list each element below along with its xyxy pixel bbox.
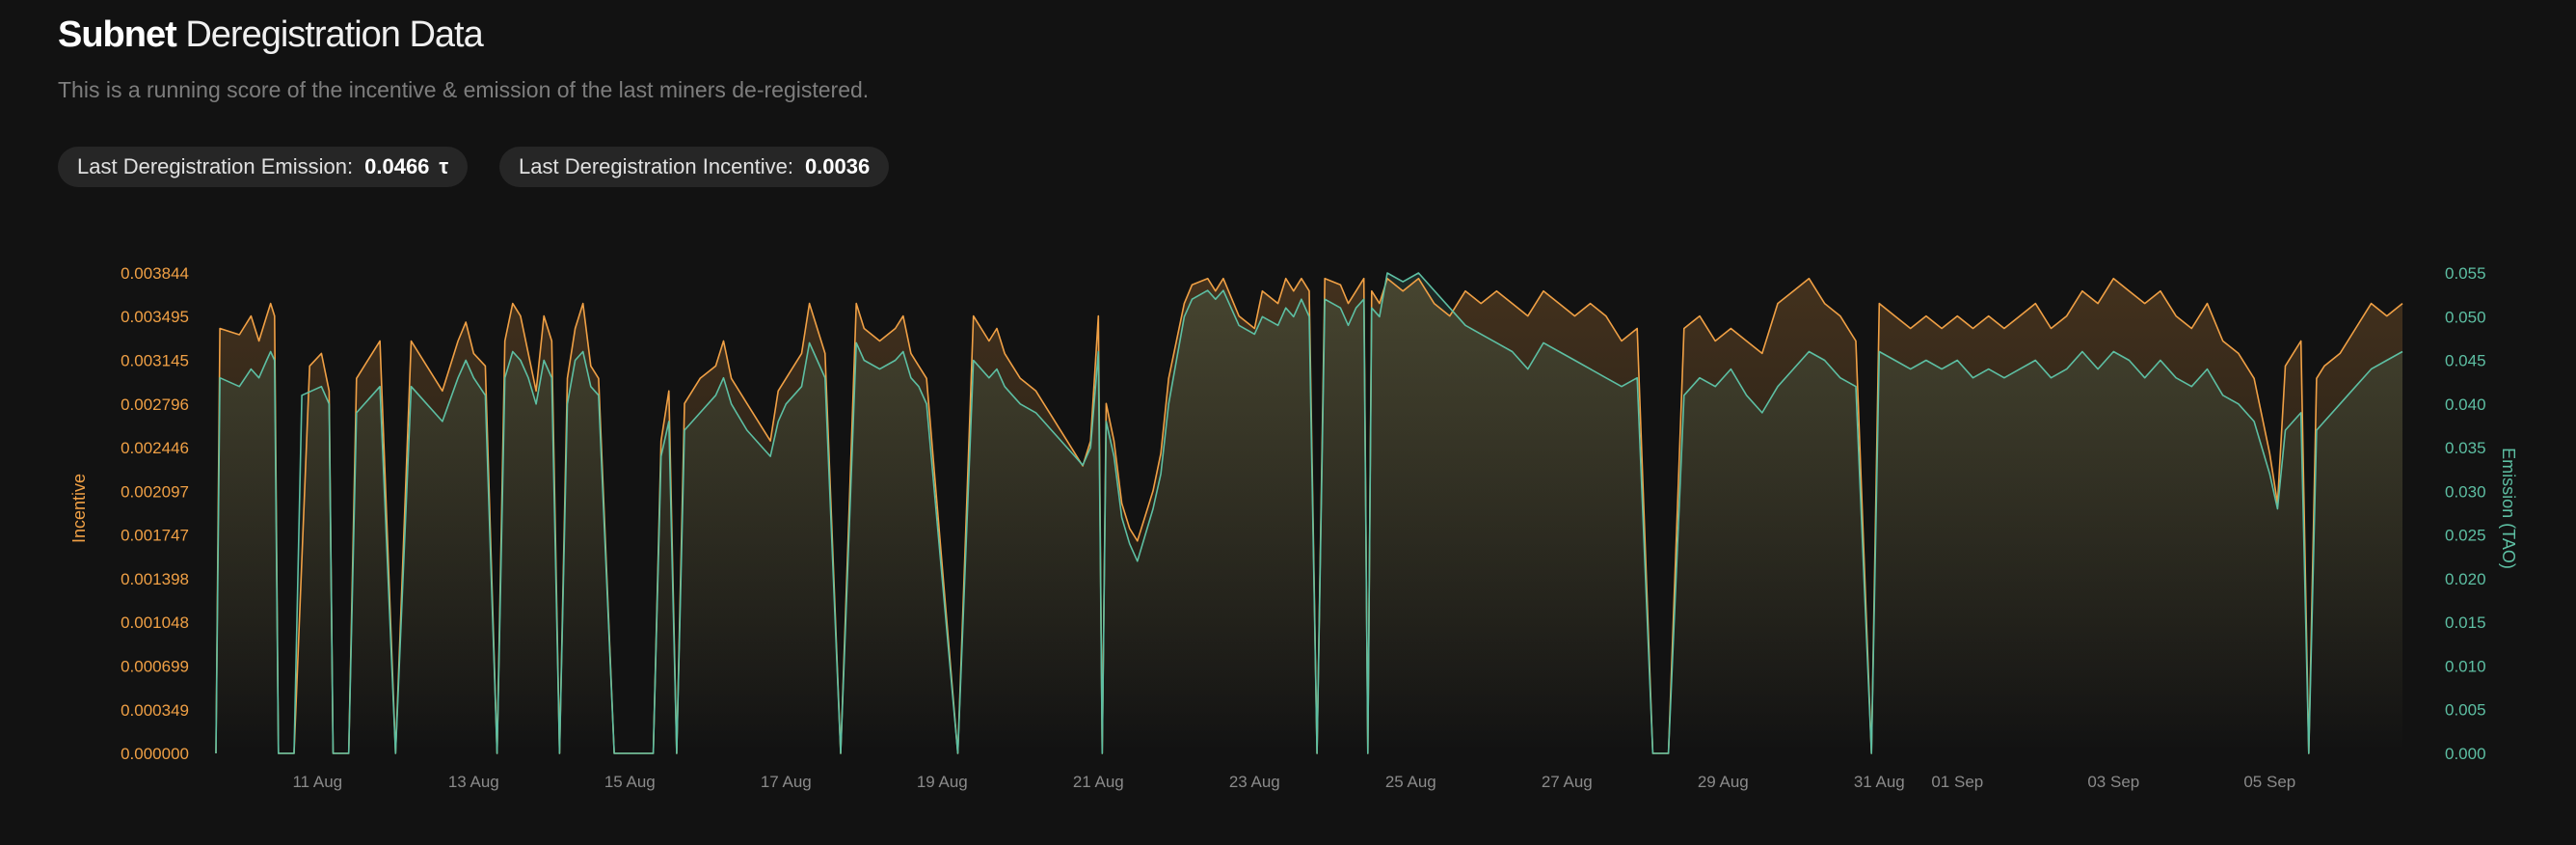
y-axis-label-left: Incentive xyxy=(69,474,89,543)
x-tick-label: 23 Aug xyxy=(1229,773,1280,791)
right-y-tick-label: 0.010 xyxy=(2445,657,2486,675)
emission-line xyxy=(215,272,2403,754)
left-y-tick-label: 0.001048 xyxy=(121,613,189,632)
right-y-tick-label: 0.030 xyxy=(2445,482,2486,501)
right-y-tick-label: 0.050 xyxy=(2445,308,2486,326)
x-tick-label: 13 Aug xyxy=(448,773,499,791)
x-tick-label: 31 Aug xyxy=(1854,773,1905,791)
incentive-stat-value: 0.0036 xyxy=(804,154,871,178)
incentive-stat-label: Last Deregistration Incentive: xyxy=(519,154,793,178)
right-y-tick-label: 0.055 xyxy=(2445,264,2486,283)
tao-unit-icon: τ xyxy=(439,154,449,178)
left-axis: 0.000000 0.000349 0.000699 0.001048 0.001398… xyxy=(121,264,189,763)
x-tick-label: 19 Aug xyxy=(917,773,968,791)
left-y-tick-label: 0.001398 xyxy=(121,570,189,588)
left-y-tick-label: 0.002446 xyxy=(121,439,189,457)
x-tick-label: 17 Aug xyxy=(761,773,812,791)
right-y-tick-label: 0.040 xyxy=(2445,395,2486,414)
right-y-tick-label: 0.045 xyxy=(2445,352,2486,370)
left-y-tick-label: 0.000000 xyxy=(121,745,189,763)
left-y-tick-label: 0.000349 xyxy=(121,701,189,720)
x-tick-label: 21 Aug xyxy=(1073,773,1124,791)
right-axis: 0.000 0.005 0.010 0.015 0.020 0.025 0.030 0.035… xyxy=(2445,264,2486,763)
x-tick-label: 25 Aug xyxy=(1385,773,1436,791)
y-axis-label-right: Emission (TAO) xyxy=(2499,448,2518,569)
left-y-tick-label: 0.002097 xyxy=(121,482,189,501)
x-tick-label: 05 Sep xyxy=(2243,773,2295,791)
incentive-stat-badge: Last Deregistration Incentive: 0.0036 xyxy=(499,147,890,187)
right-y-tick-label: 0.020 xyxy=(2445,570,2486,588)
right-y-tick-label: 0.015 xyxy=(2445,613,2486,632)
left-y-tick-label: 0.002796 xyxy=(121,395,189,414)
x-tick-label: 29 Aug xyxy=(1698,773,1749,791)
right-y-tick-label: 0.000 xyxy=(2445,745,2486,763)
x-tick-label: 11 Aug xyxy=(292,773,342,791)
incentive-line xyxy=(215,277,2403,754)
right-y-tick-label: 0.035 xyxy=(2445,439,2486,457)
x-tick-label: 15 Aug xyxy=(604,773,656,791)
x-tick-label: 03 Sep xyxy=(2087,773,2139,791)
right-y-tick-label: 0.005 xyxy=(2445,701,2486,720)
line-layer xyxy=(215,272,2403,754)
left-y-tick-label: 0.003145 xyxy=(121,352,189,370)
x-tick-label: 01 Sep xyxy=(1931,773,1983,791)
left-y-tick-label: 0.003495 xyxy=(121,308,189,326)
emission-stat-badge: Last Deregistration Emission: 0.0466 τ xyxy=(58,147,469,187)
page-title: Subnet Deregistration Data xyxy=(58,12,484,58)
x-tick-label: 27 Aug xyxy=(1542,773,1593,791)
emission-stat-label: Last Deregistration Emission: xyxy=(77,154,354,178)
left-y-tick-label: 0.000699 xyxy=(121,657,189,675)
x-axis: 11 Aug 13 Aug 15 Aug 17 Aug 19 Aug 21 Aug 23 A… xyxy=(292,773,2295,791)
page-subtitle: This is a running score of the incentive… xyxy=(58,77,870,102)
emission-stat-value: 0.0466 xyxy=(364,154,430,178)
page-title-rest: Deregistration Data xyxy=(185,14,483,55)
page-title-bold: Subnet xyxy=(58,14,177,55)
left-y-tick-label: 0.003844 xyxy=(121,264,189,283)
right-y-tick-label: 0.025 xyxy=(2445,527,2486,545)
left-y-tick-label: 0.001747 xyxy=(121,527,189,545)
